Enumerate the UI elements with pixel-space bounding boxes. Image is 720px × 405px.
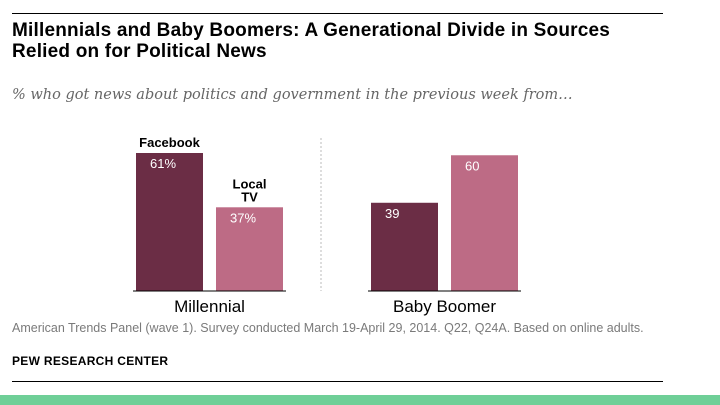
bar-facebook-millennial [136,153,203,291]
bottom-accent-band [0,395,720,405]
category-label-millennial: Millennial [174,297,245,316]
chart-subtitle: % who got news about politics and govern… [12,87,573,103]
data-label: 61% [150,156,176,171]
bar-facebook-baby-boomer [371,202,438,291]
source-label: PEW RESEARCH CENTER [12,354,169,368]
series-label-local-tv: TV [241,189,258,204]
category-label-baby-boomer: Baby Boomer [393,297,496,316]
series-label-local-tv: Local [233,176,267,191]
footnote: American Trends Panel (wave 1). Survey c… [12,321,644,335]
bar-local-tv-millennial [216,207,283,291]
series-label-facebook: Facebook [139,135,200,150]
data-label: 60 [465,158,479,173]
bar-local-tv-baby-boomer [451,155,518,291]
chart-title: Millennials and Baby Boomers: A Generati… [12,20,611,62]
data-label: 37% [230,210,256,225]
data-label: 39 [385,206,399,221]
top-rule [12,13,663,14]
bottom-rule [12,381,663,382]
